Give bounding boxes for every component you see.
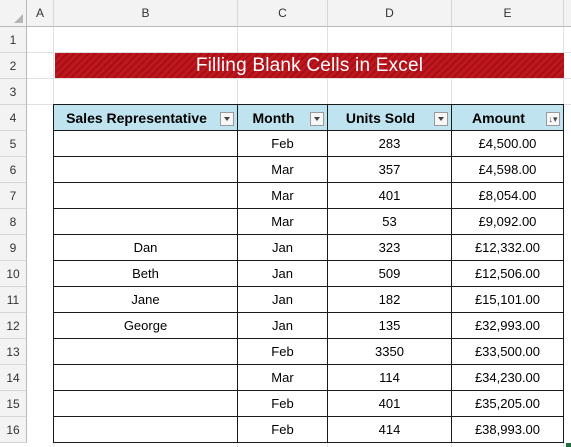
row-header-8[interactable]: 8 bbox=[0, 209, 27, 235]
cell-sales-representative[interactable]: George bbox=[53, 312, 238, 339]
cell-units-sold[interactable]: 414 bbox=[327, 416, 452, 443]
filter-dropdown-button[interactable] bbox=[220, 112, 234, 126]
column-header-e[interactable]: E bbox=[452, 0, 564, 27]
cell-amount[interactable]: £4,500.00 bbox=[451, 130, 564, 157]
cell-sales-representative[interactable] bbox=[53, 130, 238, 157]
column-header-c[interactable]: C bbox=[238, 0, 328, 27]
cell-units-sold[interactable]: 3350 bbox=[327, 338, 452, 365]
cell-month[interactable]: Jan bbox=[237, 312, 328, 339]
cell-month[interactable]: Mar bbox=[237, 364, 328, 391]
row-header-10[interactable]: 10 bbox=[0, 261, 27, 287]
cell-amount[interactable]: £38,993.00 bbox=[451, 416, 564, 443]
cell-sales-representative[interactable] bbox=[53, 156, 238, 183]
cell-amount[interactable]: £33,500.00 bbox=[451, 338, 564, 365]
cell-sales-representative[interactable] bbox=[53, 338, 238, 365]
cell-units-sold[interactable]: 401 bbox=[327, 182, 452, 209]
row-header-4[interactable]: 4 bbox=[0, 105, 27, 131]
header-cell-month[interactable]: Month bbox=[237, 104, 328, 131]
cell-sales-representative[interactable] bbox=[53, 182, 238, 209]
sort-ascending-icon: ↓▾ bbox=[548, 113, 558, 124]
column-header-f[interactable] bbox=[564, 0, 571, 27]
row-header-12[interactable]: 12 bbox=[0, 313, 27, 339]
window-resize-handle[interactable] bbox=[566, 443, 571, 447]
header-cell-sales-representative[interactable]: Sales Representative bbox=[53, 104, 238, 131]
cell-month[interactable]: Feb bbox=[237, 416, 328, 443]
cell-month[interactable]: Feb bbox=[237, 338, 328, 365]
cell-units-sold[interactable]: 135 bbox=[327, 312, 452, 339]
row-header-3[interactable]: 3 bbox=[0, 79, 27, 105]
cell-month[interactable]: Mar bbox=[237, 156, 328, 183]
cell-sales-representative[interactable] bbox=[53, 390, 238, 417]
header-cell-amount[interactable]: Amount ↓▾ bbox=[451, 104, 564, 131]
header-label: Amount bbox=[472, 109, 525, 126]
row-header-13[interactable]: 13 bbox=[0, 339, 27, 365]
cell-units-sold[interactable]: 114 bbox=[327, 364, 452, 391]
cell-amount[interactable]: £32,993.00 bbox=[451, 312, 564, 339]
filter-dropdown-button[interactable] bbox=[310, 112, 324, 126]
row-header-6[interactable]: 6 bbox=[0, 157, 27, 183]
cell-amount[interactable]: £12,332.00 bbox=[451, 234, 564, 261]
column-header-d[interactable]: D bbox=[328, 0, 452, 27]
cell-units-sold[interactable]: 182 bbox=[327, 286, 452, 313]
cell-month[interactable]: Jan bbox=[237, 234, 328, 261]
cell-sales-representative[interactable]: Jane bbox=[53, 286, 238, 313]
chevron-down-icon bbox=[438, 117, 444, 121]
cell-sales-representative[interactable] bbox=[53, 208, 238, 235]
cell-sales-representative[interactable]: Beth bbox=[53, 260, 238, 287]
sort-filter-button[interactable]: ↓▾ bbox=[546, 112, 560, 126]
cell-month[interactable]: Jan bbox=[237, 260, 328, 287]
cell-amount[interactable]: £15,101.00 bbox=[451, 286, 564, 313]
cell-month[interactable]: Mar bbox=[237, 182, 328, 209]
cell-amount[interactable]: £9,092.00 bbox=[451, 208, 564, 235]
cell-amount[interactable]: £12,506.00 bbox=[451, 260, 564, 287]
row-header-5[interactable]: 5 bbox=[0, 131, 27, 157]
gridline bbox=[27, 78, 571, 79]
cell-sales-representative[interactable] bbox=[53, 416, 238, 443]
cell-amount[interactable]: £35,205.00 bbox=[451, 390, 564, 417]
filter-dropdown-button[interactable] bbox=[434, 112, 448, 126]
cell-sales-representative[interactable]: Dan bbox=[53, 234, 238, 261]
cell-month[interactable]: Feb bbox=[237, 390, 328, 417]
row-header-11[interactable]: 11 bbox=[0, 287, 27, 313]
row-header-14[interactable]: 14 bbox=[0, 365, 27, 391]
sheet-title[interactable]: Filling Blank Cells in Excel bbox=[55, 53, 564, 78]
header-label: Month bbox=[252, 109, 295, 126]
row-header-7[interactable]: 7 bbox=[0, 183, 27, 209]
cell-units-sold[interactable]: 357 bbox=[327, 156, 452, 183]
select-all-button[interactable] bbox=[0, 0, 27, 27]
column-header-a[interactable]: A bbox=[27, 0, 54, 27]
cell-units-sold[interactable]: 323 bbox=[327, 234, 452, 261]
cell-units-sold[interactable]: 401 bbox=[327, 390, 452, 417]
cell-units-sold[interactable]: 509 bbox=[327, 260, 452, 287]
column-header-b[interactable]: B bbox=[54, 0, 238, 27]
cell-amount[interactable]: £4,598.00 bbox=[451, 156, 564, 183]
cell-amount[interactable]: £8,054.00 bbox=[451, 182, 564, 209]
cell-month[interactable]: Mar bbox=[237, 208, 328, 235]
row-header-15[interactable]: 15 bbox=[0, 391, 27, 417]
chevron-down-icon bbox=[224, 117, 230, 121]
row-header-16[interactable]: 16 bbox=[0, 417, 27, 443]
cell-month[interactable]: Jan bbox=[237, 286, 328, 313]
cell-units-sold[interactable]: 53 bbox=[327, 208, 452, 235]
header-label: Sales Representative bbox=[66, 109, 207, 126]
row-header-9[interactable]: 9 bbox=[0, 235, 27, 261]
cell-sales-representative[interactable] bbox=[53, 364, 238, 391]
row-header-2[interactable]: 2 bbox=[0, 53, 27, 79]
header-cell-units-sold[interactable]: Units Sold bbox=[327, 104, 452, 131]
cell-month[interactable]: Feb bbox=[237, 130, 328, 157]
chevron-down-icon bbox=[314, 117, 320, 121]
select-all-icon bbox=[14, 14, 23, 23]
row-header-1[interactable]: 1 bbox=[0, 27, 27, 53]
cell-amount[interactable]: £34,230.00 bbox=[451, 364, 564, 391]
cell-units-sold[interactable]: 283 bbox=[327, 130, 452, 157]
header-label: Units Sold bbox=[345, 109, 416, 126]
gridline bbox=[27, 52, 571, 53]
